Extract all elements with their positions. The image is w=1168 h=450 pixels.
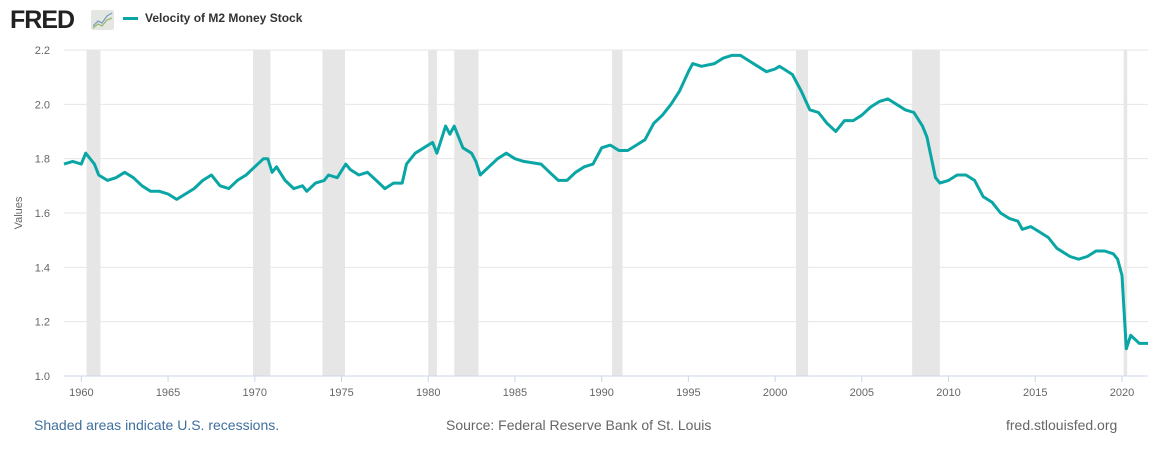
y-tick-label: 1.6 <box>35 208 50 220</box>
x-tick-label: 1980 <box>416 387 440 399</box>
y-axis-label: Values <box>13 196 25 229</box>
x-tick-label: 2010 <box>936 387 960 399</box>
mini-line-chart-icon <box>91 10 114 30</box>
x-tick-label: 1965 <box>156 387 180 399</box>
x-tick-label: 1985 <box>503 387 527 399</box>
site-link[interactable]: fred.stlouisfed.org <box>1006 417 1118 433</box>
y-tick-label: 2.0 <box>35 99 50 111</box>
legend-swatch <box>123 16 138 20</box>
fred-logo[interactable]: FRED <box>10 6 75 35</box>
x-tick-label: 2020 <box>1110 387 1134 399</box>
x-tick-label: 1995 <box>676 387 700 399</box>
y-tick-label: 1.4 <box>35 262 50 274</box>
x-tick-label: 1975 <box>329 387 353 399</box>
logo-text: FRED <box>10 6 75 34</box>
series-line <box>63 53 1148 351</box>
recession-note: Shaded areas indicate U.S. recessions. <box>34 417 280 433</box>
y-tick-label: 1.2 <box>35 317 50 329</box>
x-tick-label: 1990 <box>589 387 613 399</box>
x-tick-label: 1970 <box>243 387 267 399</box>
x-tick-label: 1960 <box>69 387 93 399</box>
source-note: Source: Federal Reserve Bank of St. Loui… <box>446 417 712 433</box>
x-tick-label: 2000 <box>763 387 787 399</box>
y-tick-label: 1.0 <box>35 371 50 383</box>
legend-item[interactable]: Velocity of M2 Money Stock <box>123 11 302 25</box>
y-tick-label: 2.2 <box>35 45 50 57</box>
chart-plot: 1.0 1.2 1.4 1.6 1.8 2.0 2.2 1960 1965 1970 1975 198… <box>13 45 1148 399</box>
y-tick-label: 1.8 <box>35 154 50 166</box>
x-tick-label: 2005 <box>850 387 874 399</box>
legend-label: Velocity of M2 Money Stock <box>145 11 303 25</box>
x-tick-label: 2015 <box>1023 387 1047 399</box>
